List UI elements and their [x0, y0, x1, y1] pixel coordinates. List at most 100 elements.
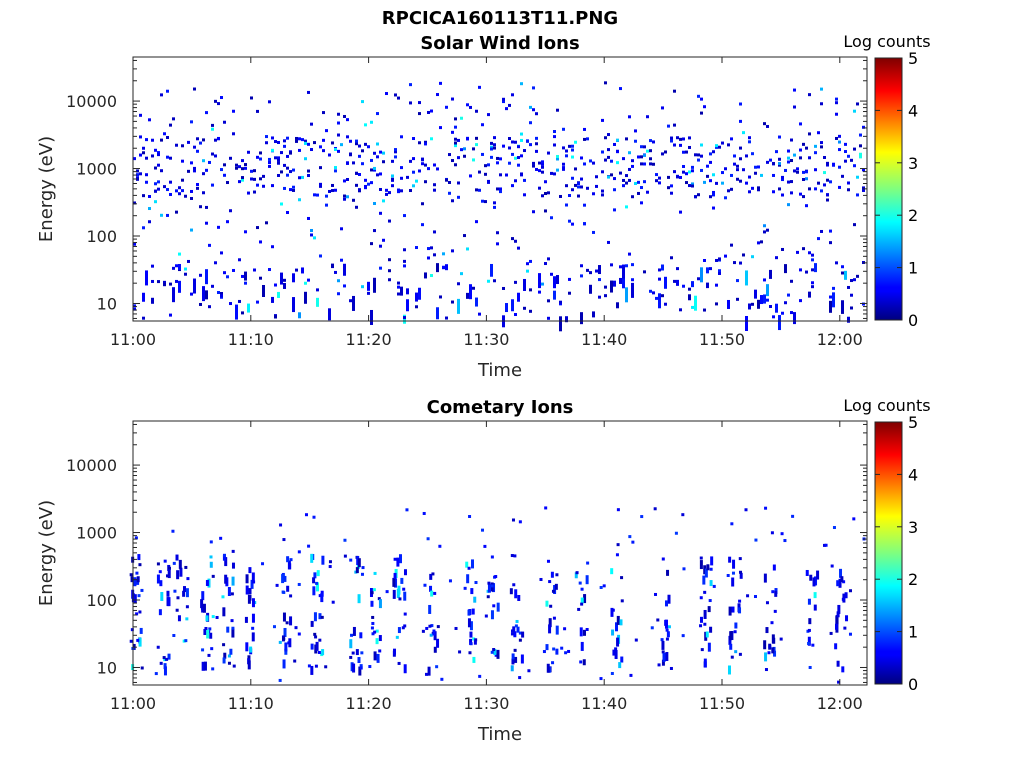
count-cell: [556, 154, 559, 158]
count-cell: [190, 189, 193, 193]
count-cell: [319, 145, 322, 149]
count-cell: [634, 129, 637, 133]
count-cell: [313, 236, 316, 240]
count-cell: [844, 159, 847, 163]
count-cell: [625, 205, 628, 209]
count-cell: [472, 158, 475, 162]
count-cell: [514, 140, 517, 144]
count-cell: [424, 272, 427, 279]
count-cell: [310, 553, 314, 563]
count-cell: [217, 102, 220, 106]
count-cell: [397, 281, 400, 285]
count-cell: [813, 592, 817, 599]
count-cell: [667, 625, 671, 629]
count-cell: [478, 188, 481, 192]
count-cell: [637, 180, 640, 184]
count-cell: [238, 258, 241, 262]
count-cell: [731, 606, 735, 613]
count-cell: [472, 656, 476, 663]
count-cell: [469, 631, 473, 638]
count-cell: [763, 640, 767, 650]
count-cell: [838, 165, 841, 169]
count-cell: [763, 278, 766, 282]
count-cell: [193, 166, 196, 170]
count-cell: [703, 622, 707, 626]
x-tick-label: 11:20: [346, 694, 392, 713]
count-cell: [392, 648, 396, 655]
count-cell: [394, 150, 397, 154]
count-cell: [612, 651, 616, 655]
count-cell: [511, 658, 515, 665]
count-cell: [601, 170, 604, 174]
count-cell: [361, 162, 364, 166]
count-cell: [310, 233, 313, 237]
count-cell: [754, 289, 757, 299]
count-cell: [436, 263, 439, 273]
count-cell: [565, 154, 568, 158]
count-cell: [580, 264, 583, 268]
count-cell: [351, 651, 355, 655]
count-cell: [568, 277, 571, 281]
count-cell: [766, 124, 769, 128]
count-cell: [430, 624, 434, 628]
count-cell: [773, 609, 777, 613]
count-cell: [343, 194, 346, 198]
count-cell: [628, 178, 631, 182]
count-cell: [286, 173, 289, 177]
count-cell: [578, 581, 582, 585]
count-cell: [182, 590, 186, 597]
count-cell: [574, 572, 578, 579]
count-cell: [468, 651, 472, 655]
count-cell: [231, 626, 235, 630]
count-cell: [490, 145, 493, 149]
count-cell: [499, 187, 502, 191]
count-cell: [607, 148, 610, 152]
count-cell: [382, 199, 385, 203]
count-cell: [739, 179, 742, 183]
count-cell: [405, 508, 409, 512]
count-cell: [607, 133, 610, 137]
count-cell: [565, 149, 568, 153]
count-cell: [649, 139, 652, 143]
count-cell: [580, 641, 584, 651]
count-cell: [205, 615, 209, 622]
count-cell: [265, 141, 268, 145]
count-cell: [823, 155, 826, 159]
count-cell: [799, 299, 802, 303]
count-cell: [730, 243, 733, 247]
count-cell: [586, 186, 589, 190]
count-cell: [205, 269, 208, 285]
count-cell: [313, 141, 316, 145]
count-cell: [289, 170, 292, 174]
count-cell: [400, 166, 403, 170]
count-cell: [553, 135, 556, 139]
count-cell: [259, 151, 262, 155]
count-cell: [397, 285, 400, 289]
count-cell: [844, 270, 847, 280]
count-cell: [377, 597, 381, 601]
count-cell: [378, 599, 382, 609]
count-cell: [802, 170, 805, 174]
x-axis-label: Time: [477, 360, 522, 381]
count-cell: [163, 280, 166, 284]
count-cell: [699, 596, 703, 600]
count-cell: [378, 635, 382, 642]
count-cell: [289, 188, 292, 192]
count-cell: [304, 139, 307, 143]
count-cell: [181, 159, 184, 163]
y-tick-label: 100: [86, 227, 117, 246]
count-cell: [496, 602, 500, 612]
count-cell: [310, 620, 314, 627]
count-cell: [757, 186, 760, 190]
count-cell: [209, 561, 213, 568]
count-cell: [277, 291, 280, 298]
count-cell: [661, 640, 665, 650]
count-cell: [660, 638, 664, 642]
count-cell: [277, 158, 280, 162]
count-cell: [367, 182, 370, 186]
count-cell: [318, 638, 322, 642]
count-cell: [397, 292, 400, 296]
count-cell: [156, 562, 160, 566]
count-cell: [586, 137, 589, 141]
count-cell: [385, 92, 388, 96]
